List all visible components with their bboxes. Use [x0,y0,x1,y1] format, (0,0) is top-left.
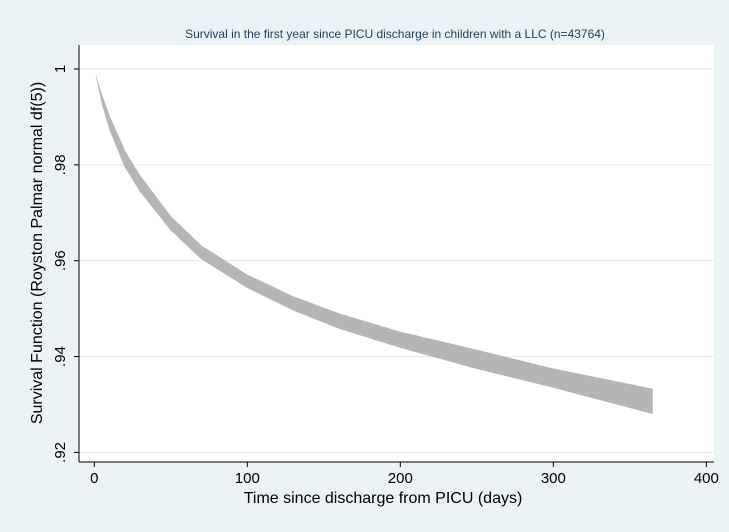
x-tick-label: 200 [388,470,413,487]
y-axis-title: Survival Function (Royston Palmar normal… [29,82,46,424]
x-tick-label: 0 [90,470,98,487]
x-axis-title: Time since discharge from PICU (days) [244,490,523,507]
x-tick-label: 300 [541,470,566,487]
chart-title: Survival in the first year since PICU di… [185,27,605,41]
x-tick-label: 100 [235,470,260,487]
y-tick-label: .96 [52,250,69,271]
y-tick-label: .94 [52,346,69,367]
x-axis-ticks: 0 100 200 300 400 [90,462,719,487]
y-axis-ticks: .92 .94 .96 .98 1 [52,65,79,463]
survival-confidence-band [95,74,653,415]
y-tick-label: 1 [52,65,69,73]
y-tick-label: .98 [52,154,69,175]
gridlines [79,68,714,453]
x-tick-label: 400 [694,470,719,487]
y-tick-label: .92 [52,442,69,463]
